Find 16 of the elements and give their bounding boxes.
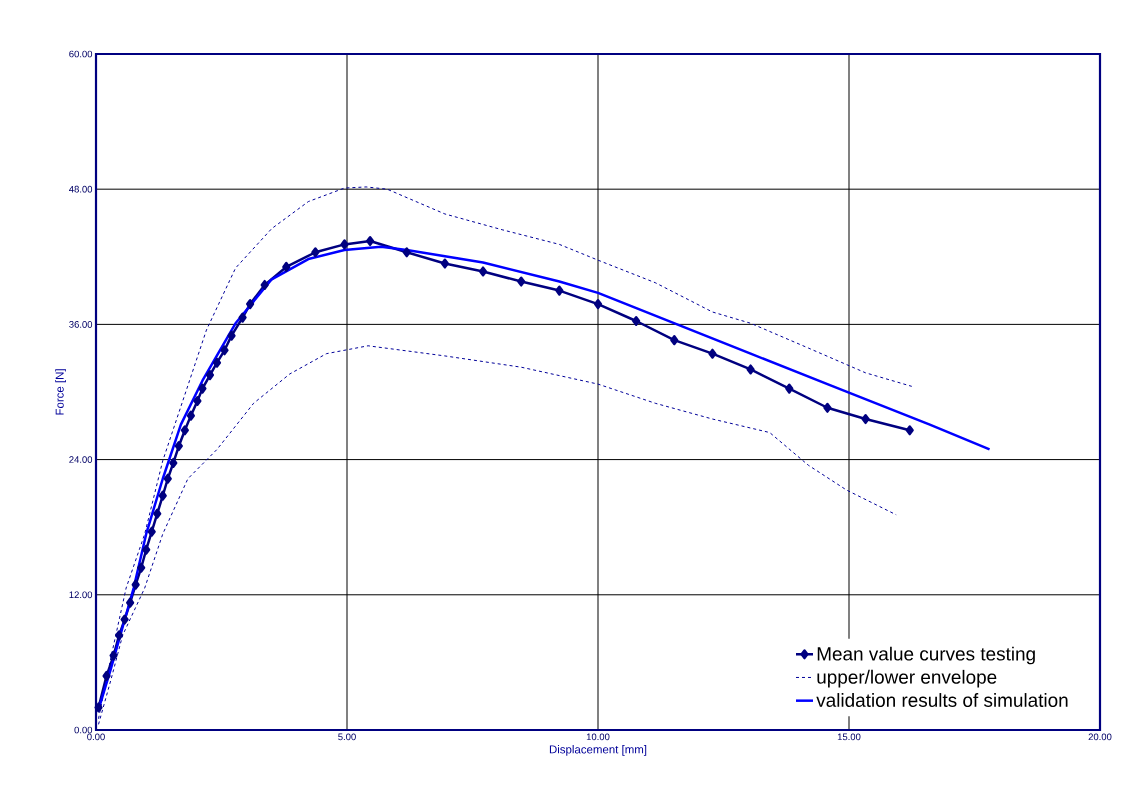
x-tick-label: 10.00 bbox=[586, 733, 610, 741]
y-tick-label: 24.00 bbox=[69, 456, 93, 463]
legend-label: upper/lower envelope bbox=[817, 669, 997, 688]
x-tick-label: 5.00 bbox=[338, 733, 356, 741]
x-tick-label: 0.00 bbox=[87, 733, 105, 741]
y-tick-label: 12.00 bbox=[69, 591, 93, 599]
y-tick-label: 0.00 bbox=[74, 726, 93, 734]
x-axis-title: Displacement [mm] bbox=[549, 745, 647, 756]
y-tick-label: 36.00 bbox=[69, 321, 93, 328]
x-tick-label: 15.00 bbox=[837, 733, 861, 741]
x-tick-label: 20.00 bbox=[1088, 733, 1112, 741]
y-tick-label: 48.00 bbox=[69, 185, 93, 193]
legend-label: Mean value curves testing bbox=[817, 646, 1035, 665]
legend-label: validation results of simulation bbox=[816, 693, 1068, 707]
y-tick-label: 60.00 bbox=[69, 50, 93, 58]
y-axis-title: Force [N] bbox=[55, 369, 66, 415]
